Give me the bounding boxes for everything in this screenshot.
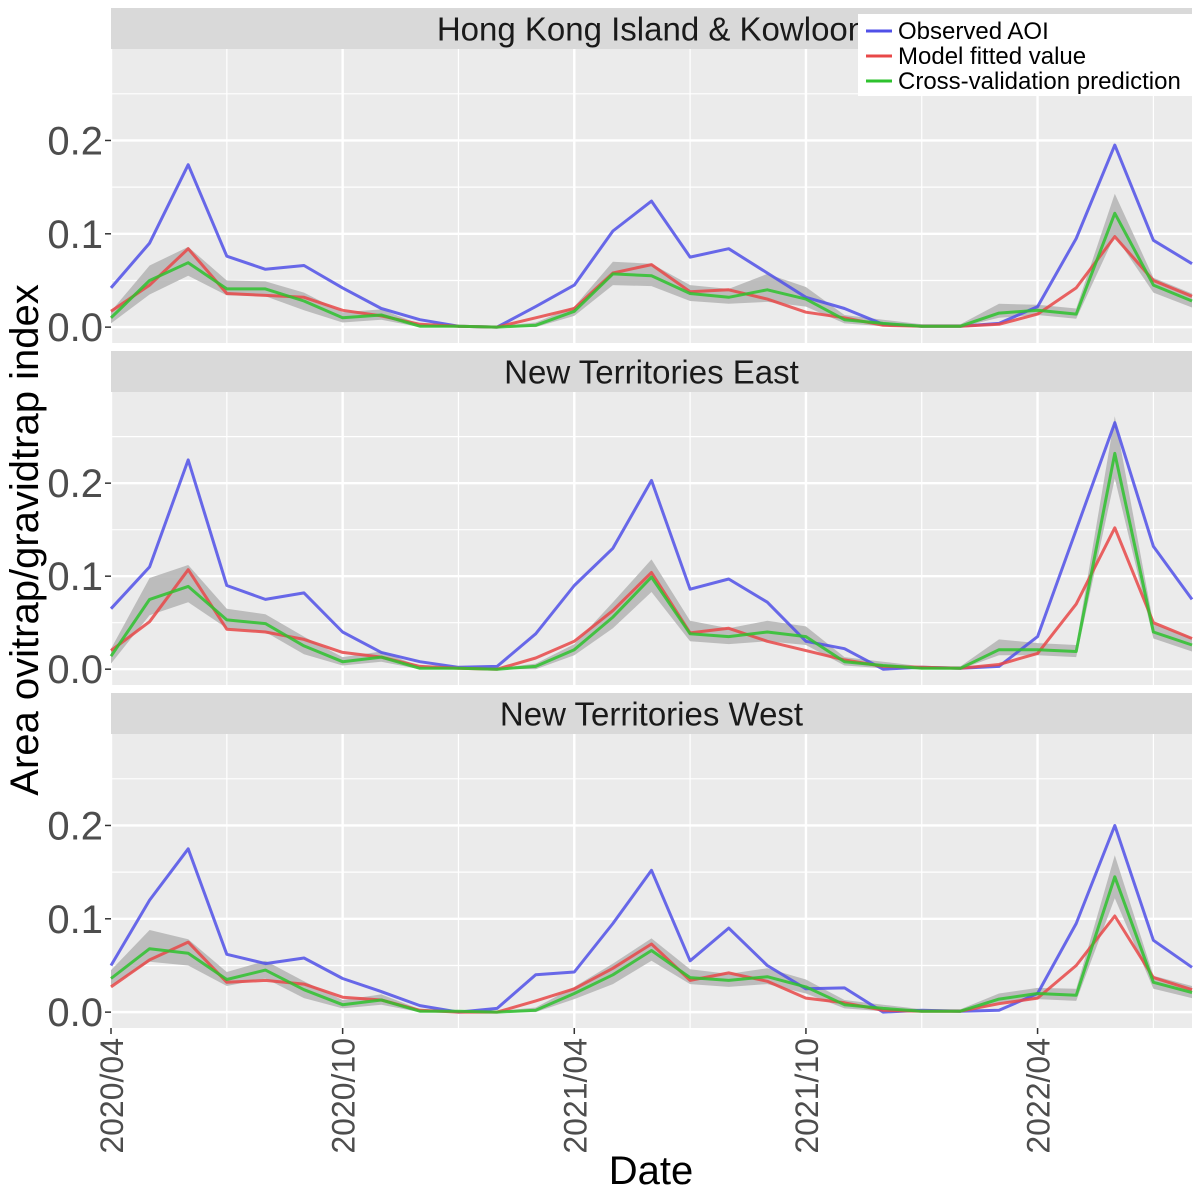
legend-background [858,14,1200,96]
y-tick-label: 0.0 [47,648,103,692]
panel-3: New Territories West 0.0 0.1 0.2 [47,693,1193,1035]
series-line-observed-aoi [109,421,1194,671]
x-axis: 2020/04 2020/10 2021/04 2021/10 2022/04 [94,1038,1057,1154]
series-line-cv-prediction [109,211,1193,329]
y-tick-label: 0.1 [47,898,103,942]
series-line-cv-prediction [110,875,1193,1014]
legend-label-observed: Observed AOI [898,18,1049,45]
x-axis-title: Date [609,1149,694,1193]
panel-strip [111,351,1192,392]
panel-title: New Territories East [504,354,799,391]
y-axis-title: Area ovitrap/gravidtrap index [3,284,47,795]
series-line-cv-prediction [109,451,1193,671]
x-tick-label: 2020/10 [326,1038,362,1154]
y-tick-label: 0.1 [47,213,103,257]
legend-label-fitted: Model fitted value [898,43,1086,70]
panel-2: New Territories East 0.0 0.1 0.2 [47,351,1194,692]
plot-background [111,734,1192,1028]
legend-label-cv: Cross-validation prediction [898,68,1181,95]
x-tick-label: 2022/04 [1021,1038,1057,1154]
y-tick-label: 0.1 [47,555,103,599]
panel-strip [111,693,1192,734]
y-tick-label: 0.0 [47,991,103,1035]
x-tick-label: 2020/04 [94,1038,130,1154]
panel-title: Hong Kong Island & Kowloon [437,11,866,48]
series-line-observed-aoi [109,824,1193,1014]
x-tick-label: 2021/04 [557,1038,593,1154]
panel-title: New Territories West [500,696,803,733]
y-tick-label: 0.2 [47,119,103,163]
y-tick-label: 0.0 [47,306,103,350]
y-tick-label: 0.2 [47,804,103,848]
y-tick-label: 0.2 [47,462,103,506]
x-tick-label: 2021/10 [789,1038,825,1154]
series-line-observed-aoi [109,143,1193,329]
